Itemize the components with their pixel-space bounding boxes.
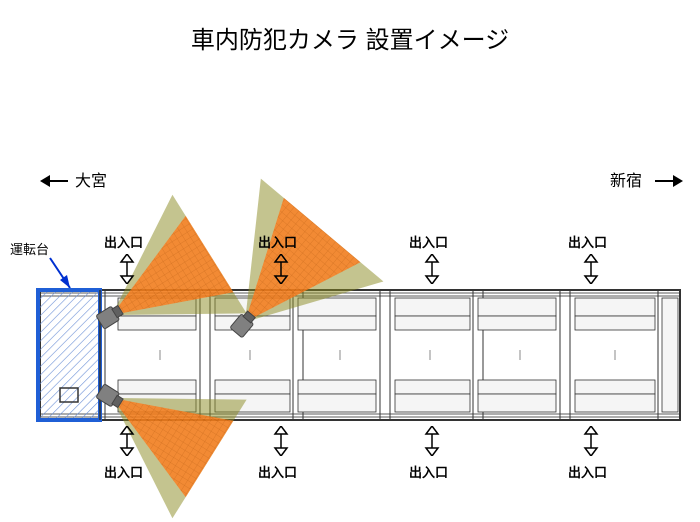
door-arrow-icon <box>423 254 441 284</box>
door-label-bot: 出入口 <box>568 462 607 481</box>
door-arrow-icon <box>272 426 290 456</box>
door-label-top: 出入口 <box>409 232 448 251</box>
diagram-stage: 車内防犯カメラ 設置イメージ 大宮 新宿 運転台 <box>0 0 700 522</box>
door-arrow-icon <box>272 254 290 284</box>
door-label-top: 出入口 <box>104 232 143 251</box>
door-label-bot: 出入口 <box>409 462 448 481</box>
door-arrow-icon <box>582 254 600 284</box>
door-arrow-icon <box>118 426 136 456</box>
door-label-top: 出入口 <box>258 232 297 251</box>
door-arrow-icon <box>423 426 441 456</box>
door-label-bot: 出入口 <box>104 462 143 481</box>
door-label-top: 出入口 <box>568 232 607 251</box>
door-arrow-icon <box>118 254 136 284</box>
door-arrow-icon <box>582 426 600 456</box>
driver-cab <box>38 290 100 420</box>
door-label-bot: 出入口 <box>258 462 297 481</box>
cab-callout-arrow <box>50 258 70 288</box>
